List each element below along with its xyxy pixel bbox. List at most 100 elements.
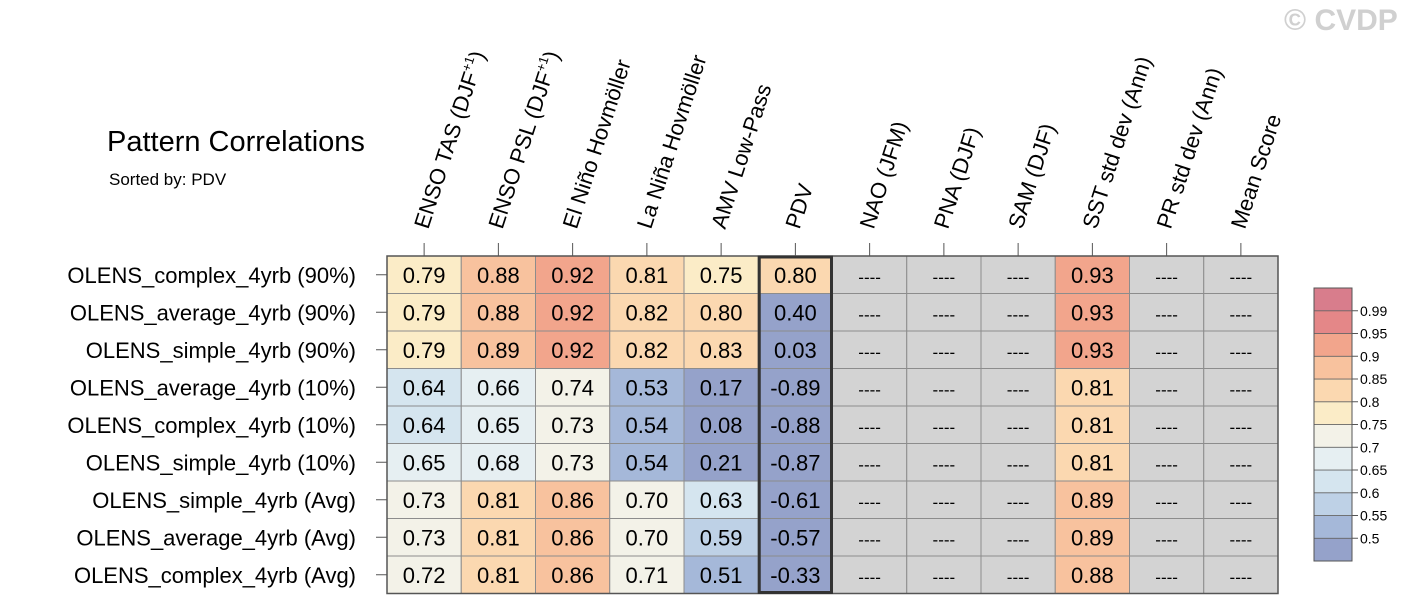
cell-value: 0.88	[477, 263, 520, 288]
cell-value: 0.81	[477, 563, 520, 588]
cell-value: ----	[858, 418, 881, 437]
cell-value: ----	[1007, 380, 1030, 399]
colorbar-tick-label: 0.75	[1360, 417, 1387, 433]
cell-value: ----	[1230, 530, 1253, 549]
cell-value: 0.65	[403, 450, 446, 475]
cell-value: ----	[858, 455, 881, 474]
row-label: OLENS_simple_4yrb (10%)	[86, 450, 356, 475]
cell-value: ----	[1007, 418, 1030, 437]
colorbar-segment	[1313, 515, 1353, 539]
heatmap-cell	[535, 368, 611, 407]
cell-value: ----	[1230, 418, 1253, 437]
cell-value: 0.66	[477, 375, 520, 400]
cell-value: 0.08	[700, 413, 743, 438]
column-label: La Niña Hovmöller	[632, 52, 712, 232]
heatmap-cell	[1054, 555, 1130, 594]
heatmap-cell	[683, 443, 759, 482]
heatmap-cell	[757, 443, 833, 482]
cell-value: ----	[933, 455, 956, 474]
heatmap-cell	[535, 330, 611, 369]
column-label: Mean Score	[1226, 111, 1286, 232]
colorbar-segment	[1313, 378, 1353, 403]
heatmap-cell	[757, 293, 833, 332]
heatmap-cell	[386, 330, 462, 369]
heatmap-cell	[980, 293, 1056, 332]
heatmap-cell	[386, 368, 462, 407]
cell-value: ----	[933, 268, 956, 287]
cell-value: 0.59	[700, 525, 743, 550]
colorbar-tick-label: 0.55	[1360, 508, 1387, 524]
row-label: OLENS_simple_4yrb (Avg)	[92, 488, 356, 513]
cell-value: 0.40	[774, 300, 817, 325]
heatmap-cell	[609, 330, 685, 369]
cell-value: 0.81	[1071, 375, 1114, 400]
cell-value: 0.72	[403, 563, 446, 588]
cell-value: 0.81	[625, 263, 668, 288]
cell-value: ----	[1230, 268, 1253, 287]
heatmap-cell	[1203, 405, 1279, 444]
heatmap-cell	[609, 405, 685, 444]
heatmap-cell	[832, 368, 908, 407]
heatmap-cell	[1129, 518, 1205, 557]
cell-value: ----	[1007, 268, 1030, 287]
heatmap-cell	[1203, 330, 1279, 369]
cell-value: 0.93	[1071, 300, 1114, 325]
column-label: PDV	[780, 180, 818, 231]
column-label: ENSO PSL (DJF+1)	[482, 47, 564, 231]
column-label: El Niño Hovmöller	[558, 56, 636, 231]
cell-value: 0.86	[551, 488, 594, 513]
heatmap-cell	[1129, 293, 1205, 332]
cell-value: ----	[1155, 530, 1178, 549]
cell-value: -0.57	[770, 525, 820, 550]
heatmap-cell	[980, 330, 1056, 369]
cell-value: 0.21	[700, 450, 743, 475]
row-label: OLENS_complex_4yrb (10%)	[67, 413, 356, 438]
cell-value: ----	[1155, 268, 1178, 287]
cell-value: ----	[933, 568, 956, 587]
cell-value: 0.80	[774, 263, 817, 288]
heatmap-cell	[1054, 330, 1130, 369]
cell-value: 0.88	[477, 300, 520, 325]
cell-value: 0.81	[477, 525, 520, 550]
heatmap-cell	[609, 555, 685, 594]
cell-value: -0.88	[770, 413, 820, 438]
cell-value: ----	[933, 493, 956, 512]
cell-value: -0.61	[770, 488, 820, 513]
chart-subtitle: Sorted by: PDV	[109, 170, 227, 189]
cell-value: 0.73	[551, 413, 594, 438]
heatmap-cell	[906, 405, 982, 444]
column-label: NAO (JFM)	[855, 118, 913, 231]
cell-value: 0.64	[403, 413, 446, 438]
heatmap-cell	[757, 555, 833, 594]
heatmap-cell	[386, 443, 462, 482]
cell-value: 0.79	[403, 338, 446, 363]
colorbar-segment	[1313, 537, 1353, 562]
cell-value: 0.80	[700, 300, 743, 325]
cell-value: 0.65	[477, 413, 520, 438]
cell-value: 0.64	[403, 375, 446, 400]
heatmap-cell	[906, 443, 982, 482]
cell-value: ----	[1155, 455, 1178, 474]
cell-value: 0.53	[625, 375, 668, 400]
cell-value: 0.93	[1071, 263, 1114, 288]
heatmap-cell	[386, 405, 462, 444]
cell-value: ----	[1007, 568, 1030, 587]
heatmap-cell	[1054, 480, 1130, 519]
cell-value: 0.89	[1071, 488, 1114, 513]
heatmap-cell	[1129, 555, 1205, 594]
cell-value: ----	[1230, 568, 1253, 587]
cell-value: 0.81	[1071, 450, 1114, 475]
chart-title: Pattern Correlations	[107, 126, 365, 158]
heatmap-cell	[460, 368, 536, 407]
cell-value: ----	[933, 305, 956, 324]
cell-value: 0.89	[1071, 525, 1114, 550]
cell-value: ----	[933, 530, 956, 549]
colorbar-segment	[1313, 424, 1353, 448]
cell-value: -0.33	[770, 563, 820, 588]
cell-value: 0.89	[477, 338, 520, 363]
colorbar-segment	[1313, 492, 1353, 516]
cell-value: 0.81	[1071, 413, 1114, 438]
cell-value: 0.92	[551, 338, 594, 363]
cell-value: ----	[1155, 305, 1178, 324]
heatmap-cell	[609, 518, 685, 557]
